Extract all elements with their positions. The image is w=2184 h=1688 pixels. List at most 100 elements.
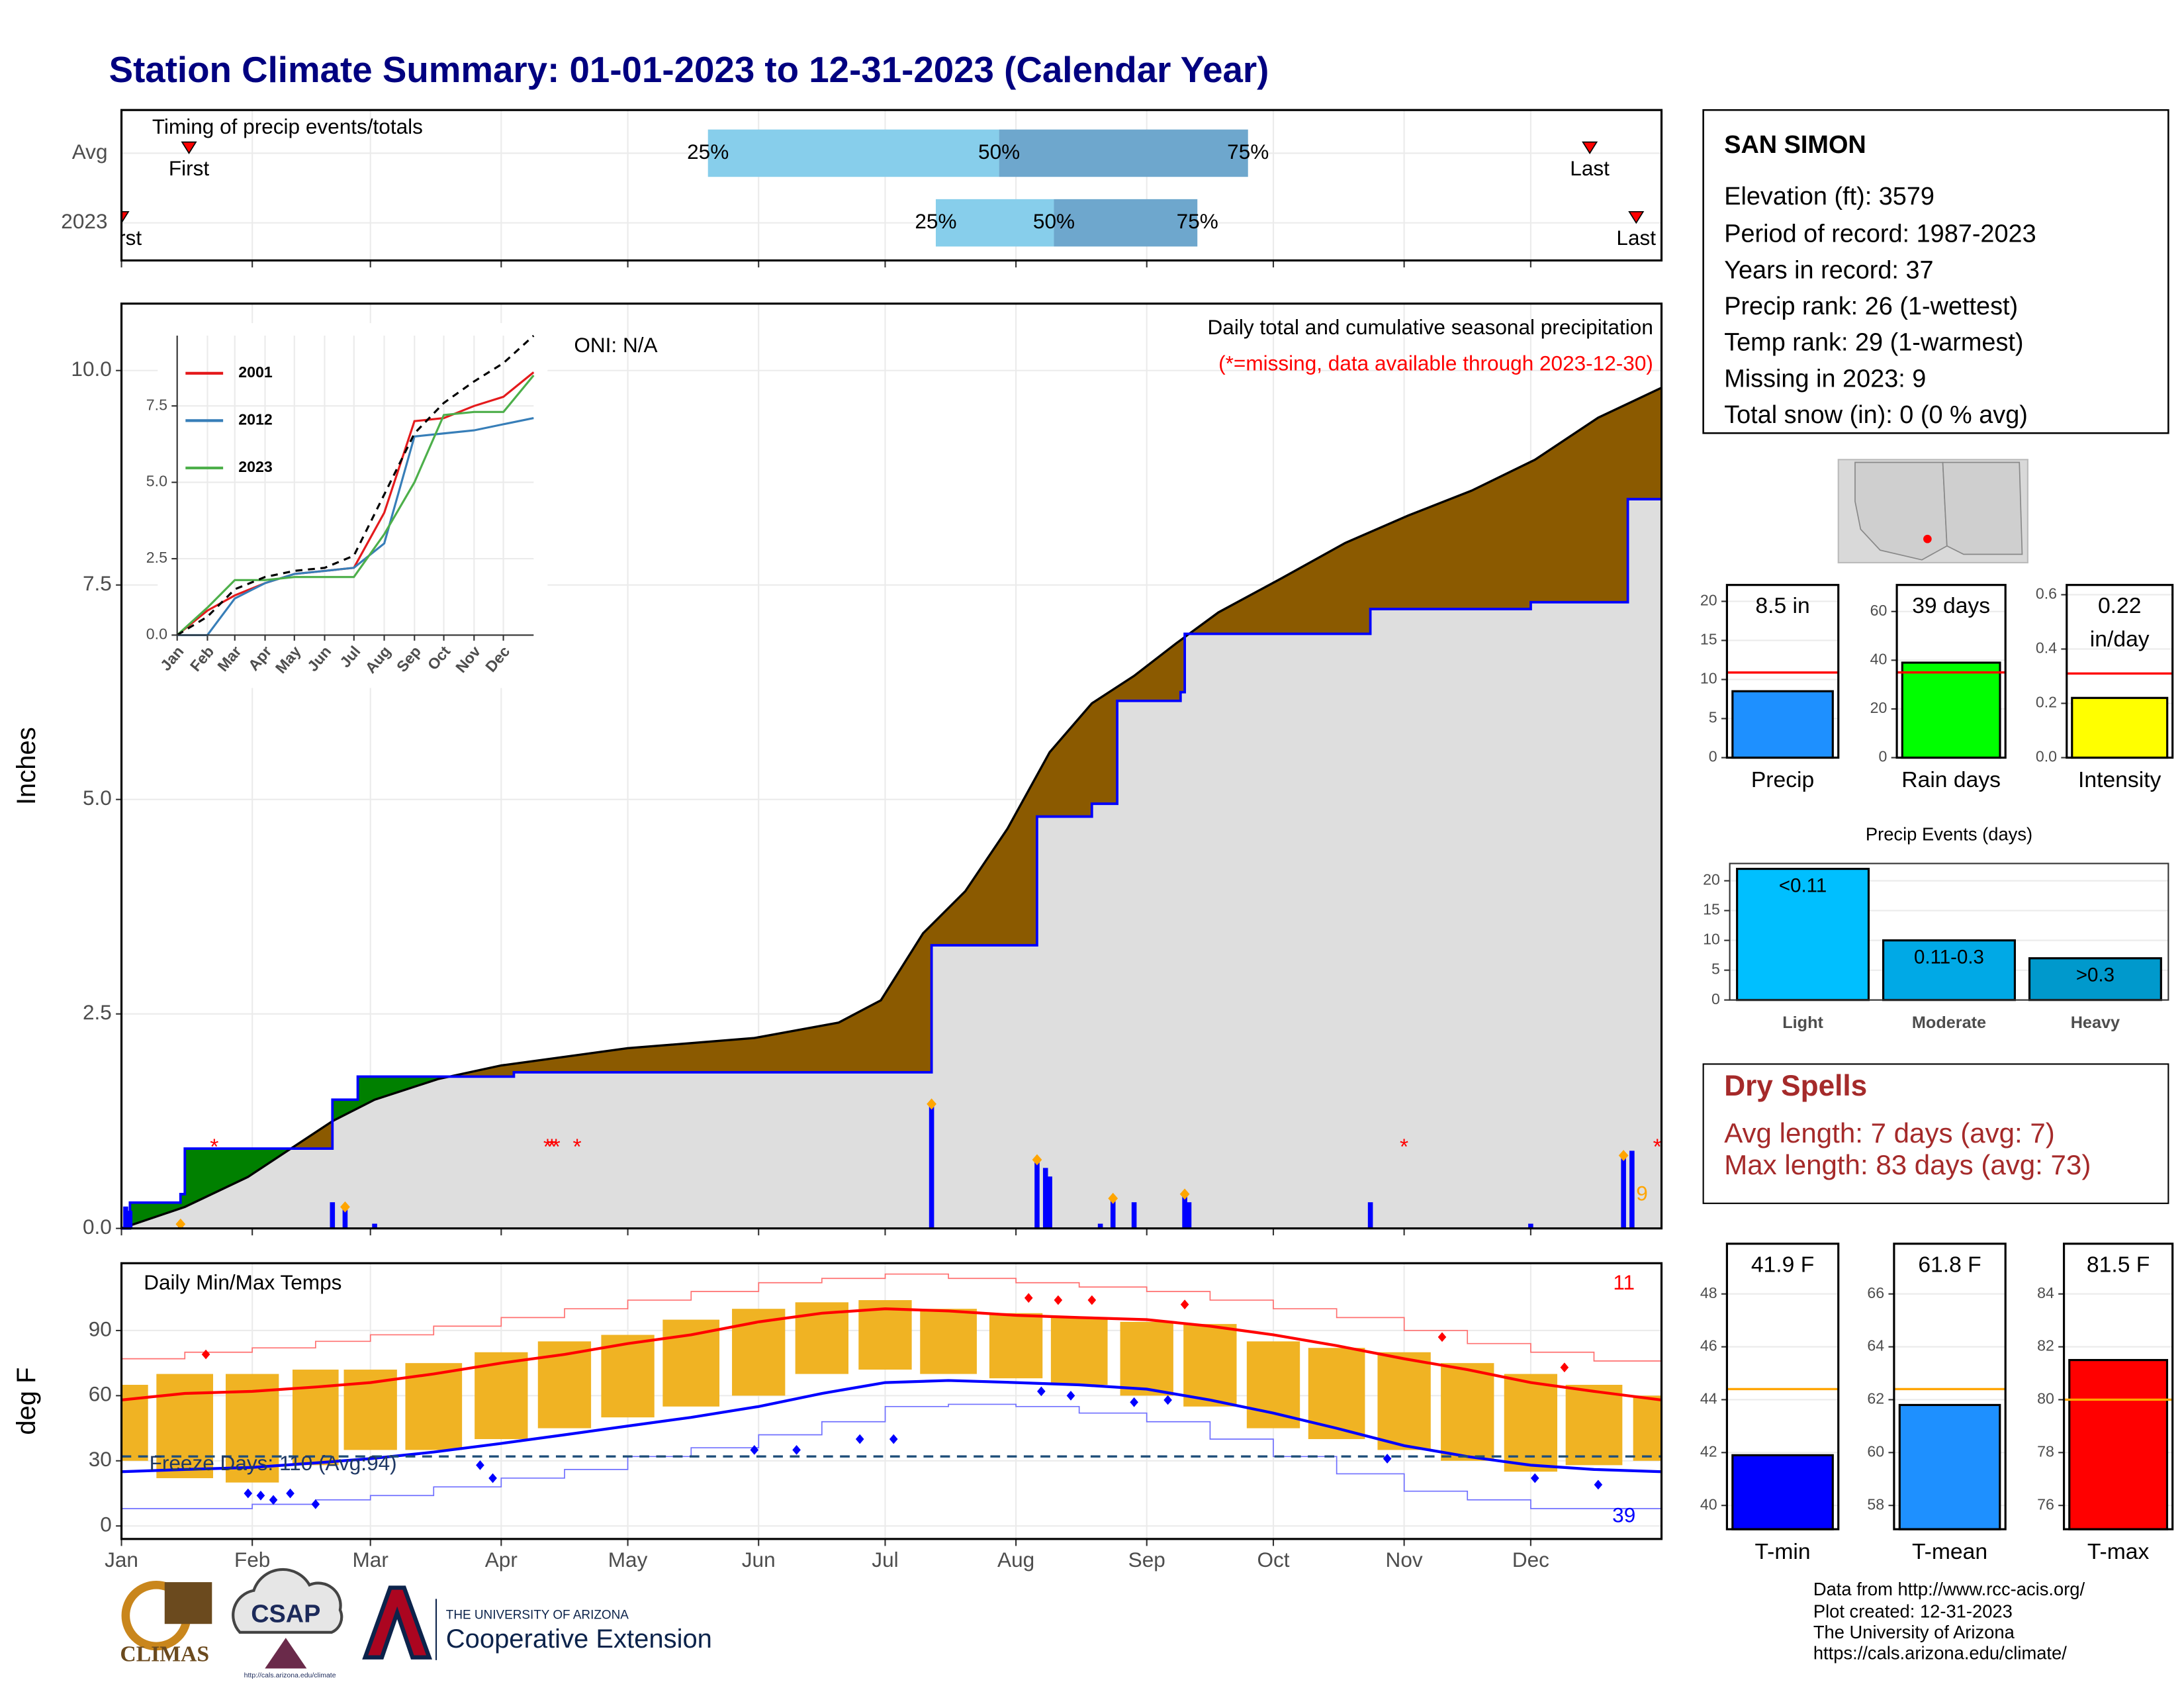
y-tick-label: 40 (1870, 650, 1888, 667)
category-label: Precip (1751, 768, 1814, 792)
record-marker (244, 1488, 253, 1499)
temp-range-bar (156, 1374, 214, 1479)
chart-title: Precip Events (days) (1866, 824, 2032, 845)
category-label: Heavy (2071, 1013, 2120, 1032)
extension-text: Cooperative Extension (446, 1624, 712, 1654)
csap-text: CSAP (251, 1601, 320, 1628)
temp-range-bar (920, 1309, 977, 1374)
station-line: Missing in 2023: 9 (1724, 365, 1926, 393)
peak-marker (927, 1098, 936, 1110)
legend-label: 2012 (238, 411, 272, 428)
quartile-label: 25% (687, 140, 729, 164)
record-marker (1594, 1479, 1603, 1490)
peak-marker (340, 1201, 350, 1213)
value-label: 8.5 in (1755, 594, 1809, 618)
temp-range-bar (1441, 1363, 1494, 1461)
value-label: 61.8 F (1918, 1252, 1981, 1277)
daily-bar (929, 1103, 934, 1229)
record-marker (1437, 1332, 1447, 1342)
value-label: 81.5 F (2087, 1252, 2150, 1277)
record-marker (1054, 1295, 1063, 1305)
station-line: Elevation (ft): 3579 (1724, 183, 1934, 211)
map-state (1942, 461, 2023, 555)
y-axis-label: Inches (12, 727, 41, 805)
y-tick-label: 5 (1709, 709, 1717, 726)
series-line (176, 375, 535, 636)
average-line (176, 334, 535, 636)
y-tick-label: 7.5 (83, 571, 112, 595)
temp-range-bar (1565, 1384, 1623, 1466)
station-line: Years in record: 37 (1724, 256, 1933, 284)
panel-frame (120, 303, 1663, 1230)
temp-range-bar (1246, 1341, 1300, 1429)
quartile-label: 75% (1177, 209, 1218, 233)
temp-range-bar (1308, 1348, 1365, 1439)
y-tick-label: 0.6 (2036, 585, 2057, 602)
ua-logo (362, 1585, 433, 1660)
panel-frame (2066, 584, 2174, 759)
bar (2071, 696, 2169, 759)
legend-label: 2023 (238, 458, 273, 475)
station-line: Temp rank: 29 (1-warmest) (1724, 329, 2023, 357)
average-line (120, 387, 1662, 1230)
record-marker (750, 1445, 759, 1455)
y-tick-label: 0.0 (2036, 748, 2057, 765)
footer-line: Plot created: 12-31-2023 (1813, 1601, 2013, 1622)
panel-frame (120, 109, 1663, 262)
x-tick-label: Feb (234, 1548, 270, 1571)
x-tick-label: Jul (872, 1548, 898, 1571)
bar (1882, 939, 2016, 1002)
panel-frame (1893, 1243, 2007, 1530)
station-line: Precip rank: 26 (1-wettest) (1724, 293, 2018, 320)
bar (1736, 867, 1870, 1002)
dry-spells-box: Dry Spells Avg length: 7 days (avg: 7) M… (1702, 1063, 2169, 1204)
y-tick-label: 10 (1703, 931, 1720, 948)
y-tick-label: 60 (1870, 602, 1888, 619)
daily-bar (1131, 1202, 1137, 1229)
page-title: Station Climate Summary: 01-01-2023 to 1… (109, 49, 1269, 90)
daily-bar (123, 1206, 128, 1229)
dry-frame (1702, 1063, 2169, 1204)
category-label: T-min (1754, 1540, 1810, 1564)
temp-range-bar (1050, 1317, 1108, 1385)
y-tick-label: 10.0 (71, 357, 111, 381)
series-line (177, 417, 534, 636)
y-tick-label: 7.5 (146, 396, 167, 413)
peak-marker (1108, 1192, 1118, 1204)
event-marker (1628, 211, 1645, 224)
category-label: T-max (2087, 1540, 2150, 1564)
y-tick-label: 66 (1867, 1284, 1884, 1301)
y-tick-label: 0 (100, 1513, 112, 1536)
low-count: 39 (1612, 1503, 1635, 1527)
temp-layer (121, 1273, 1662, 1509)
y-tick-label: 5 (1711, 961, 1720, 978)
bar-label: <0.11 (1779, 875, 1827, 897)
bar-label: >0.3 (2076, 964, 2115, 986)
value-label: 39 days (1912, 594, 1990, 618)
x-tick-label: May (608, 1548, 648, 1571)
quartile-label: 50% (978, 140, 1020, 164)
category-label: Moderate (1912, 1013, 1986, 1032)
quartile-bar (935, 199, 1054, 247)
x-tick-label: Oct (1257, 1548, 1289, 1571)
bar (1901, 661, 2001, 759)
record-marker (889, 1434, 898, 1444)
quartile-label: 25% (915, 209, 956, 233)
daily-bar (1621, 1154, 1626, 1229)
bar (1898, 1403, 2001, 1530)
observed-area-shared (121, 499, 1662, 1229)
category-label: Rain days (1901, 768, 2001, 792)
quartile-bar (1054, 199, 1198, 247)
y-tick-label: 15 (1703, 901, 1720, 918)
panel-title: Daily total and cumulative seasonal prec… (1208, 315, 1653, 339)
temp-range-bar (1120, 1321, 1173, 1396)
y-tick-label: 62 (1867, 1390, 1884, 1407)
freeze-label: Freeze Days: 110 (Avg:94) (150, 1451, 397, 1475)
oni-label: ONI: N/A (574, 333, 657, 357)
logos: CLIMAS CSAP http://cals.arizona.edu/clim… (120, 1568, 712, 1679)
category-label: Intensity (2078, 768, 2161, 792)
daily-bar (330, 1202, 336, 1229)
average-max-line (121, 1307, 1662, 1401)
y-tick-label: 58 (1867, 1495, 1884, 1513)
y-tick-label: 78 (2037, 1442, 2054, 1460)
